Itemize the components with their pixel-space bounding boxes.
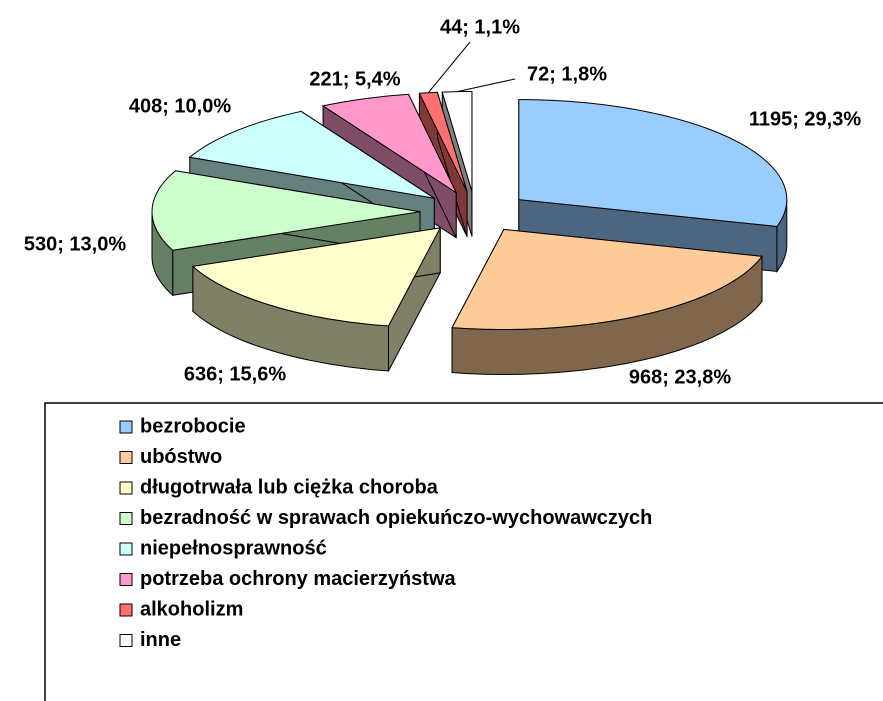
legend-box xyxy=(44,402,883,701)
data-label: 408; 10,0% xyxy=(129,95,232,117)
data-label: 968; 23,8% xyxy=(629,366,732,388)
data-label: 72; 1,8% xyxy=(527,63,607,85)
legend-swatch xyxy=(119,512,133,525)
legend-label: długotrwała lub ciężka choroba xyxy=(140,476,439,498)
slice-top xyxy=(321,93,458,195)
data-label: 221; 5,4% xyxy=(309,68,400,90)
legend-swatch xyxy=(119,451,133,464)
legend-label: bezradność w sprawach opiekuńczo-wychowa… xyxy=(140,507,652,529)
data-label: 44; 1,1% xyxy=(440,16,520,38)
legend-label: alkoholizm xyxy=(140,598,243,620)
legend-swatch xyxy=(119,634,133,647)
legend-swatch xyxy=(119,542,133,556)
data-label: 1195; 29,3% xyxy=(749,108,862,130)
slice-top xyxy=(151,170,421,251)
slice-top xyxy=(191,227,442,327)
slice-top xyxy=(451,228,763,330)
leader-line xyxy=(427,41,471,94)
legend-swatch xyxy=(119,603,133,617)
pie-slice xyxy=(451,228,763,375)
data-label: 636; 15,6% xyxy=(184,363,287,385)
legend-label: inne xyxy=(140,629,181,651)
slice-top xyxy=(418,91,468,192)
legend-swatch xyxy=(119,420,133,434)
legend-label: bezrobocie xyxy=(140,415,246,437)
pie-slice xyxy=(191,227,442,372)
slice-top xyxy=(188,110,435,199)
legend-label: niepełnosprawność xyxy=(140,537,327,559)
legend-swatch xyxy=(119,481,133,495)
legend-label: potrzeba ochrony macierzyństwa xyxy=(140,568,457,590)
legend-label: ubóstwo xyxy=(140,446,222,468)
leader-line xyxy=(456,78,516,93)
slice-top xyxy=(518,99,788,228)
legend-swatch xyxy=(119,573,133,586)
data-label: 530; 13,0% xyxy=(24,233,127,255)
